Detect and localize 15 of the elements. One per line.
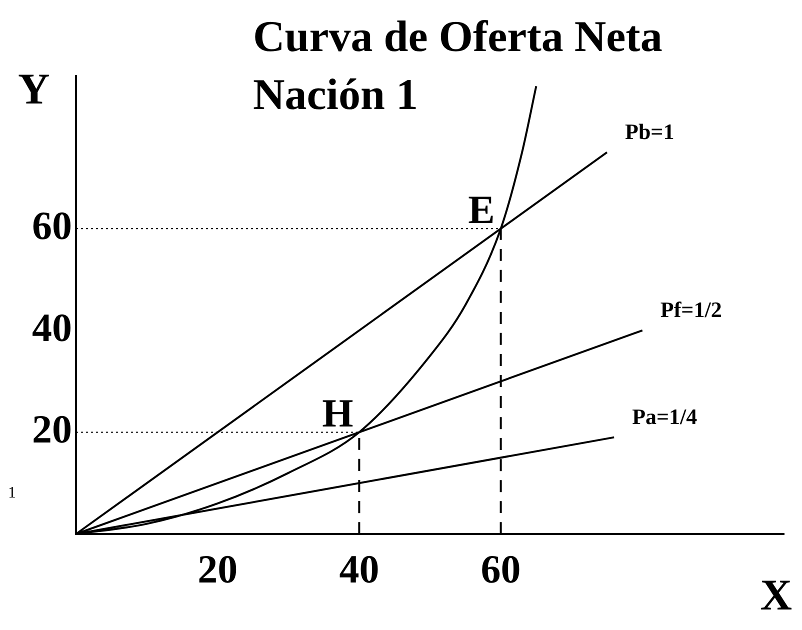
x-tick-label: 40 [339, 546, 380, 592]
annotation: E [468, 186, 495, 232]
annotation: H [322, 390, 354, 436]
series-label: Pf=1/2 [660, 297, 722, 322]
y-tick-label: 40 [32, 304, 72, 350]
y-tick-label: 20 [32, 406, 72, 452]
series-label: Pa=1/4 [632, 404, 698, 429]
chart-title: Curva de Oferta Neta Nación 1 [253, 12, 662, 119]
series-label: Pb=1 [625, 119, 674, 144]
text: 1 [8, 484, 16, 502]
y-axis-title: Y [18, 64, 50, 114]
x-tick-label: 20 [198, 546, 238, 592]
x-tick-label: 60 [480, 546, 521, 592]
y-tick-label: 60 [32, 202, 72, 248]
x-axis-title: X [760, 570, 792, 620]
